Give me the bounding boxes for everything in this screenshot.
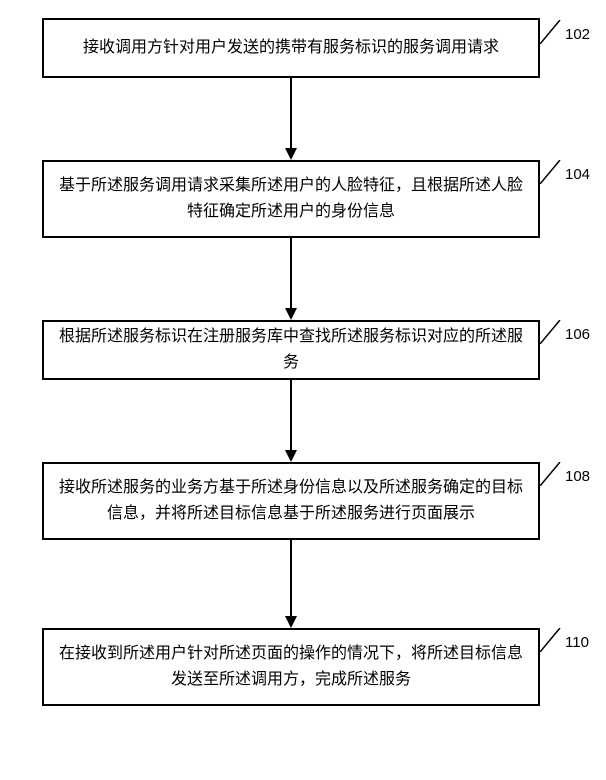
flow-arrow-head-0 bbox=[285, 148, 297, 160]
flow-node-n102: 接收调用方针对用户发送的携带有服务标识的服务调用请求 bbox=[42, 18, 540, 78]
flow-node-text: 根据所述服务标识在注册服务库中查找所述服务标识对应的所述服务 bbox=[58, 324, 524, 375]
flow-node-n110: 在接收到所述用户针对所述页面的操作的情况下，将所述目标信息发送至所述调用方，完成… bbox=[42, 628, 540, 706]
flow-arrow-line-0 bbox=[290, 78, 292, 150]
flow-node-n108: 接收所述服务的业务方基于所述身份信息以及所述服务确定的目标信息，并将所述目标信息… bbox=[42, 462, 540, 540]
flow-node-text: 基于所述服务调用请求采集所述用户的人脸特征，且根据所述人脸特征确定所述用户的身份… bbox=[58, 173, 524, 224]
flow-node-label-n110: 110 bbox=[565, 634, 589, 651]
label-connector-3 bbox=[540, 462, 564, 486]
flow-node-text: 在接收到所述用户针对所述页面的操作的情况下，将所述目标信息发送至所述调用方，完成… bbox=[58, 641, 524, 692]
flow-arrow-head-1 bbox=[285, 308, 297, 320]
flow-node-text: 接收调用方针对用户发送的携带有服务标识的服务调用请求 bbox=[83, 35, 499, 61]
flow-node-label-n102: 102 bbox=[565, 26, 590, 43]
flow-arrow-line-2 bbox=[290, 380, 292, 452]
label-connector-1 bbox=[540, 160, 564, 184]
flow-arrow-line-3 bbox=[290, 540, 292, 618]
flow-arrow-line-1 bbox=[290, 238, 292, 310]
flow-node-n104: 基于所述服务调用请求采集所述用户的人脸特征，且根据所述人脸特征确定所述用户的身份… bbox=[42, 160, 540, 238]
label-connector-4 bbox=[540, 628, 564, 652]
label-connector-0 bbox=[540, 20, 564, 44]
flow-node-n106: 根据所述服务标识在注册服务库中查找所述服务标识对应的所述服务 bbox=[42, 320, 540, 380]
flow-arrow-head-2 bbox=[285, 450, 297, 462]
flow-node-label-n104: 104 bbox=[565, 166, 590, 183]
label-connector-2 bbox=[540, 320, 564, 344]
flow-arrow-head-3 bbox=[285, 616, 297, 628]
flow-node-label-n108: 108 bbox=[565, 468, 590, 485]
flowchart-container: 接收调用方针对用户发送的携带有服务标识的服务调用请求 102 基于所述服务调用请求采… bbox=[0, 0, 606, 780]
flow-node-label-n106: 106 bbox=[565, 326, 590, 343]
flow-node-text: 接收所述服务的业务方基于所述身份信息以及所述服务确定的目标信息，并将所述目标信息… bbox=[58, 475, 524, 526]
